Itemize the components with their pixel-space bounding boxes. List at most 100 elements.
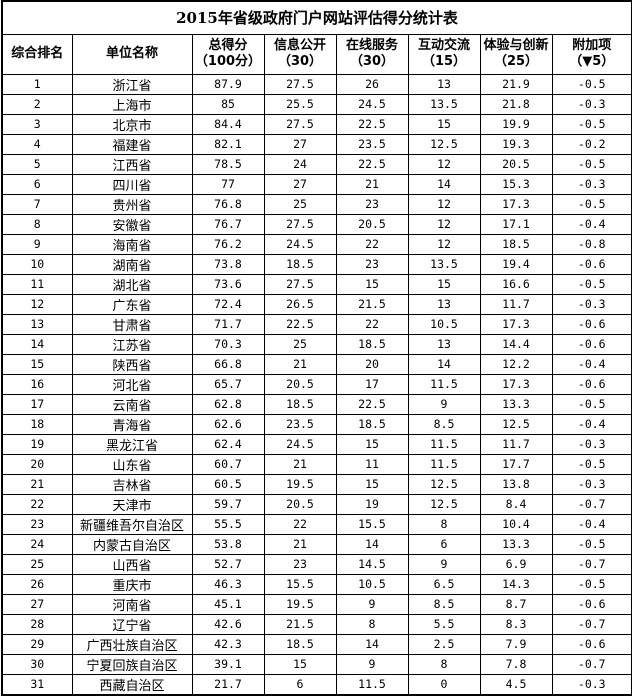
cell-interaction: 13.5 bbox=[407, 253, 481, 275]
cell-additional: -0.7 bbox=[551, 553, 632, 575]
cell-total-score: 82.1 bbox=[191, 133, 265, 155]
cell-total-score: 42.3 bbox=[191, 633, 265, 655]
cell-online-service: 11.5 bbox=[335, 673, 409, 695]
table-row: 23 新疆维吾尔自治区 55.5 22 15.5 8 10.4 -0.4 bbox=[1, 513, 632, 535]
cell-experience-innovation: 16.6 bbox=[479, 273, 553, 295]
cell-online-service: 14.5 bbox=[335, 553, 409, 575]
cell-total-score: 87.9 bbox=[191, 73, 265, 95]
cell-online-service: 23.5 bbox=[335, 133, 409, 155]
cell-info-disclosure: 15.5 bbox=[263, 573, 337, 595]
cell-total-score: 52.7 bbox=[191, 553, 265, 575]
cell-interaction: 13 bbox=[407, 73, 481, 95]
column-header-total-score: 总得分 （100分） bbox=[191, 33, 265, 75]
cell-info-disclosure: 21 bbox=[263, 533, 337, 555]
cell-additional: -0.2 bbox=[551, 133, 632, 155]
table-row: 20 山东省 60.7 21 11 11.5 17.7 -0.5 bbox=[1, 453, 632, 475]
table-row: 31 西藏自治区 21.7 6 11.5 0 4.5 -0.3 bbox=[1, 673, 632, 695]
cell-unit-name: 江西省 bbox=[71, 153, 193, 175]
cell-additional: -0.6 bbox=[551, 253, 632, 275]
cell-info-disclosure: 24.5 bbox=[263, 233, 337, 255]
cell-info-disclosure: 23 bbox=[263, 553, 337, 575]
cell-total-score: 65.7 bbox=[191, 373, 265, 395]
cell-additional: -0.6 bbox=[551, 373, 632, 395]
cell-unit-name: 四川省 bbox=[71, 173, 193, 195]
cell-rank: 31 bbox=[1, 673, 73, 695]
cell-rank: 23 bbox=[1, 513, 73, 535]
cell-online-service: 14 bbox=[335, 533, 409, 555]
cell-experience-innovation: 15.3 bbox=[479, 173, 553, 195]
cell-online-service: 22.5 bbox=[335, 393, 409, 415]
cell-additional: -0.5 bbox=[551, 533, 632, 555]
cell-info-disclosure: 18.5 bbox=[263, 253, 337, 275]
header-sublabel: （30） bbox=[277, 54, 323, 69]
cell-experience-innovation: 17.3 bbox=[479, 313, 553, 335]
cell-experience-innovation: 8.3 bbox=[479, 613, 553, 635]
cell-rank: 12 bbox=[1, 293, 73, 315]
header-label: 互动交流 bbox=[417, 38, 470, 53]
cell-interaction: 12.5 bbox=[407, 493, 481, 515]
cell-online-service: 18.5 bbox=[335, 413, 409, 435]
cell-additional: -0.6 bbox=[551, 633, 632, 655]
cell-info-disclosure: 6 bbox=[263, 673, 337, 695]
cell-info-disclosure: 15 bbox=[263, 653, 337, 675]
cell-rank: 15 bbox=[1, 353, 73, 375]
cell-rank: 10 bbox=[1, 253, 73, 275]
table-row: 1 浙江省 87.9 27.5 26 13 21.9 -0.5 bbox=[1, 73, 632, 95]
cell-additional: -0.3 bbox=[551, 473, 632, 495]
cell-experience-innovation: 17.3 bbox=[479, 373, 553, 395]
cell-interaction: 11.5 bbox=[407, 453, 481, 475]
table-row: 22 天津市 59.7 20.5 19 12.5 8.4 -0.7 bbox=[1, 493, 632, 515]
cell-rank: 17 bbox=[1, 393, 73, 415]
cell-interaction: 9 bbox=[407, 393, 481, 415]
cell-total-score: 71.7 bbox=[191, 313, 265, 335]
cell-info-disclosure: 19.5 bbox=[263, 593, 337, 615]
cell-online-service: 9 bbox=[335, 653, 409, 675]
table-row: 3 北京市 84.4 27.5 22.5 15 19.9 -0.5 bbox=[1, 113, 632, 135]
cell-online-service: 22 bbox=[335, 313, 409, 335]
cell-experience-innovation: 20.5 bbox=[479, 153, 553, 175]
cell-unit-name: 浙江省 bbox=[71, 73, 193, 95]
cell-unit-name: 辽宁省 bbox=[71, 613, 193, 635]
cell-total-score: 60.7 bbox=[191, 453, 265, 475]
cell-interaction: 13 bbox=[407, 333, 481, 355]
table-row: 9 海南省 76.2 24.5 22 12 18.5 -0.8 bbox=[1, 233, 632, 255]
header-sublabel: （▼5） bbox=[569, 54, 615, 69]
cell-unit-name: 河北省 bbox=[71, 373, 193, 395]
cell-online-service: 20.5 bbox=[335, 213, 409, 235]
cell-rank: 6 bbox=[1, 173, 73, 195]
cell-online-service: 20 bbox=[335, 353, 409, 375]
column-header-rank: 综合排名 bbox=[1, 33, 73, 75]
column-header-interaction: 互动交流 （15） bbox=[407, 33, 481, 75]
table-row: 2 上海市 85 25.5 24.5 13.5 21.8 -0.3 bbox=[1, 93, 632, 115]
cell-experience-innovation: 13.3 bbox=[479, 533, 553, 555]
table-row: 24 内蒙古自治区 53.8 21 14 6 13.3 -0.5 bbox=[1, 533, 632, 555]
cell-experience-innovation: 12.5 bbox=[479, 413, 553, 435]
cell-interaction: 11.5 bbox=[407, 373, 481, 395]
cell-total-score: 76.2 bbox=[191, 233, 265, 255]
cell-online-service: 19 bbox=[335, 493, 409, 515]
cell-total-score: 62.4 bbox=[191, 433, 265, 455]
header-label: 综合排名 bbox=[11, 46, 64, 61]
cell-online-service: 18.5 bbox=[335, 333, 409, 355]
cell-rank: 9 bbox=[1, 233, 73, 255]
cell-total-score: 53.8 bbox=[191, 533, 265, 555]
cell-rank: 26 bbox=[1, 573, 73, 595]
cell-unit-name: 北京市 bbox=[71, 113, 193, 135]
table-row: 8 安徽省 76.7 27.5 20.5 12 17.1 -0.4 bbox=[1, 213, 632, 235]
column-header-additional: 附加项 （▼5） bbox=[551, 33, 632, 75]
cell-interaction: 12 bbox=[407, 153, 481, 175]
cell-unit-name: 甘肃省 bbox=[71, 313, 193, 335]
cell-info-disclosure: 20.5 bbox=[263, 493, 337, 515]
cell-experience-innovation: 19.9 bbox=[479, 113, 553, 135]
header-label: 单位名称 bbox=[105, 46, 158, 61]
cell-total-score: 66.8 bbox=[191, 353, 265, 375]
cell-rank: 11 bbox=[1, 273, 73, 295]
cell-experience-innovation: 14.4 bbox=[479, 333, 553, 355]
cell-info-disclosure: 26.5 bbox=[263, 293, 337, 315]
header-sublabel: （30） bbox=[349, 54, 395, 69]
cell-rank: 22 bbox=[1, 493, 73, 515]
cell-info-disclosure: 18.5 bbox=[263, 633, 337, 655]
table-row: 12 广东省 72.4 26.5 21.5 13 11.7 -0.3 bbox=[1, 293, 632, 315]
cell-interaction: 14 bbox=[407, 353, 481, 375]
